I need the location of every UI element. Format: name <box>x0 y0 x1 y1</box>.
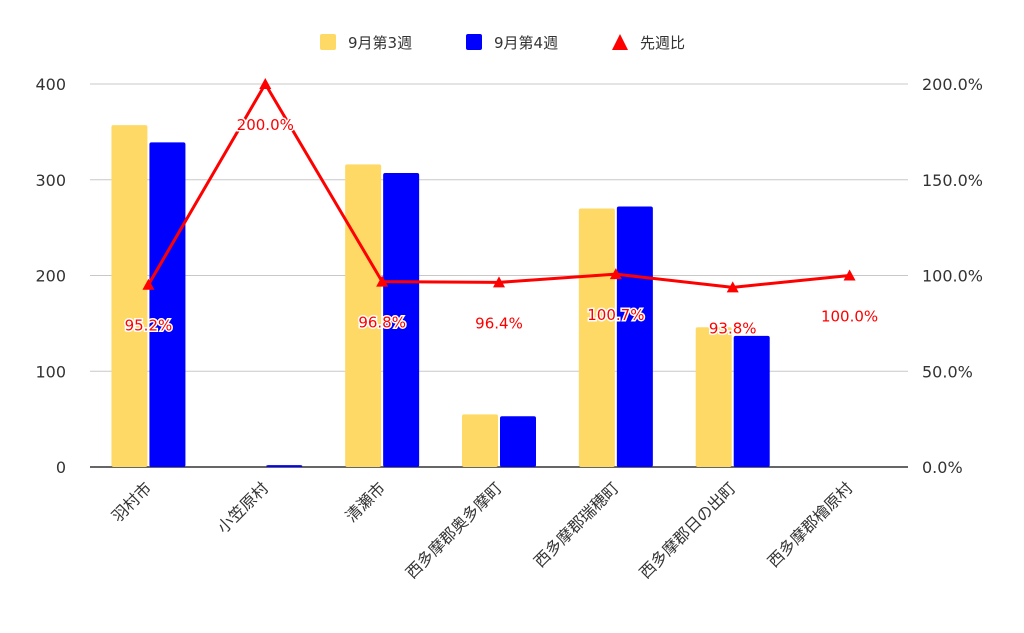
ratio-data-label: 95.2% <box>125 317 173 335</box>
category-label: 西多摩郡奥多摩町 <box>402 478 506 582</box>
category-label: 西多摩郡瑞穂町 <box>530 478 623 571</box>
left-axis: 0 100 200 300 400 <box>35 75 66 477</box>
bar <box>695 327 732 467</box>
legend: 9月第3週 9月第4週 先週比 <box>320 34 685 52</box>
ratio-line <box>147 82 850 289</box>
ratio-marker <box>843 269 856 281</box>
left-axis-tick-label: 300 <box>35 171 66 190</box>
right-axis: 0.0% 50.0% 100.0% 150.0% 200.0% <box>922 75 983 477</box>
legend-label: 9月第3週 <box>348 34 412 52</box>
category-label: 西多摩郡日の出町 <box>636 478 740 582</box>
legend-label: 先週比 <box>640 34 685 52</box>
ratio-marker <box>493 276 505 288</box>
category-label: 小笠原村 <box>213 478 272 537</box>
bar <box>111 125 148 468</box>
ratio-data-label: 100.0% <box>821 308 878 326</box>
bar <box>345 164 382 467</box>
ratio-marker <box>609 268 622 280</box>
bar <box>616 206 653 467</box>
ratio-data-label: 100.7% <box>587 306 644 324</box>
right-axis-tick-label: 0.0% <box>922 458 963 477</box>
left-axis-tick-label: 400 <box>35 75 66 94</box>
legend-swatch <box>320 34 336 50</box>
bar <box>462 414 498 467</box>
right-axis-tick-label: 150.0% <box>922 171 983 190</box>
category-label: 西多摩郡檜原村 <box>764 478 857 571</box>
bar <box>578 208 615 467</box>
category-label: 羽村市 <box>108 478 155 525</box>
ratio-marker <box>376 275 389 287</box>
bar <box>733 335 770 467</box>
bar <box>383 173 420 468</box>
category-label: 清瀬市 <box>342 478 389 525</box>
right-axis-tick-label: 100.0% <box>922 267 983 286</box>
right-axis-tick-label: 50.0% <box>922 362 973 381</box>
ratio-marker <box>142 278 155 290</box>
legend-label: 9月第4週 <box>494 34 558 52</box>
bar <box>149 142 186 467</box>
gridlines <box>90 83 908 468</box>
bar <box>500 416 536 467</box>
bar <box>266 465 303 467</box>
left-axis-tick-label: 0 <box>56 458 66 477</box>
ratio-data-label: 96.4% <box>475 314 523 332</box>
category-axis: 羽村市 小笠原村 清瀬市 西多摩郡奥多摩町 西多摩郡瑞穂町 西多摩郡日の出町 西多摩郡檜原村 <box>108 478 857 582</box>
ratio-data-label: 93.8% <box>709 319 757 337</box>
ratio-marker <box>259 78 272 89</box>
ratio-data-label: 200.0% <box>237 116 294 134</box>
right-axis-tick-label: 200.0% <box>922 75 983 94</box>
left-axis-tick-label: 100 <box>35 362 66 381</box>
bars <box>111 125 770 468</box>
ratio-data-label: 96.8% <box>358 314 406 332</box>
left-axis-tick-label: 200 <box>35 267 66 286</box>
ratio-marker <box>726 281 739 293</box>
legend-swatch <box>612 34 628 50</box>
legend-swatch <box>466 34 482 50</box>
ratio-line-layer: 95.2% 200.0% 96.8% 96.4% 100.7% 93.8% 100.0% <box>123 78 880 339</box>
